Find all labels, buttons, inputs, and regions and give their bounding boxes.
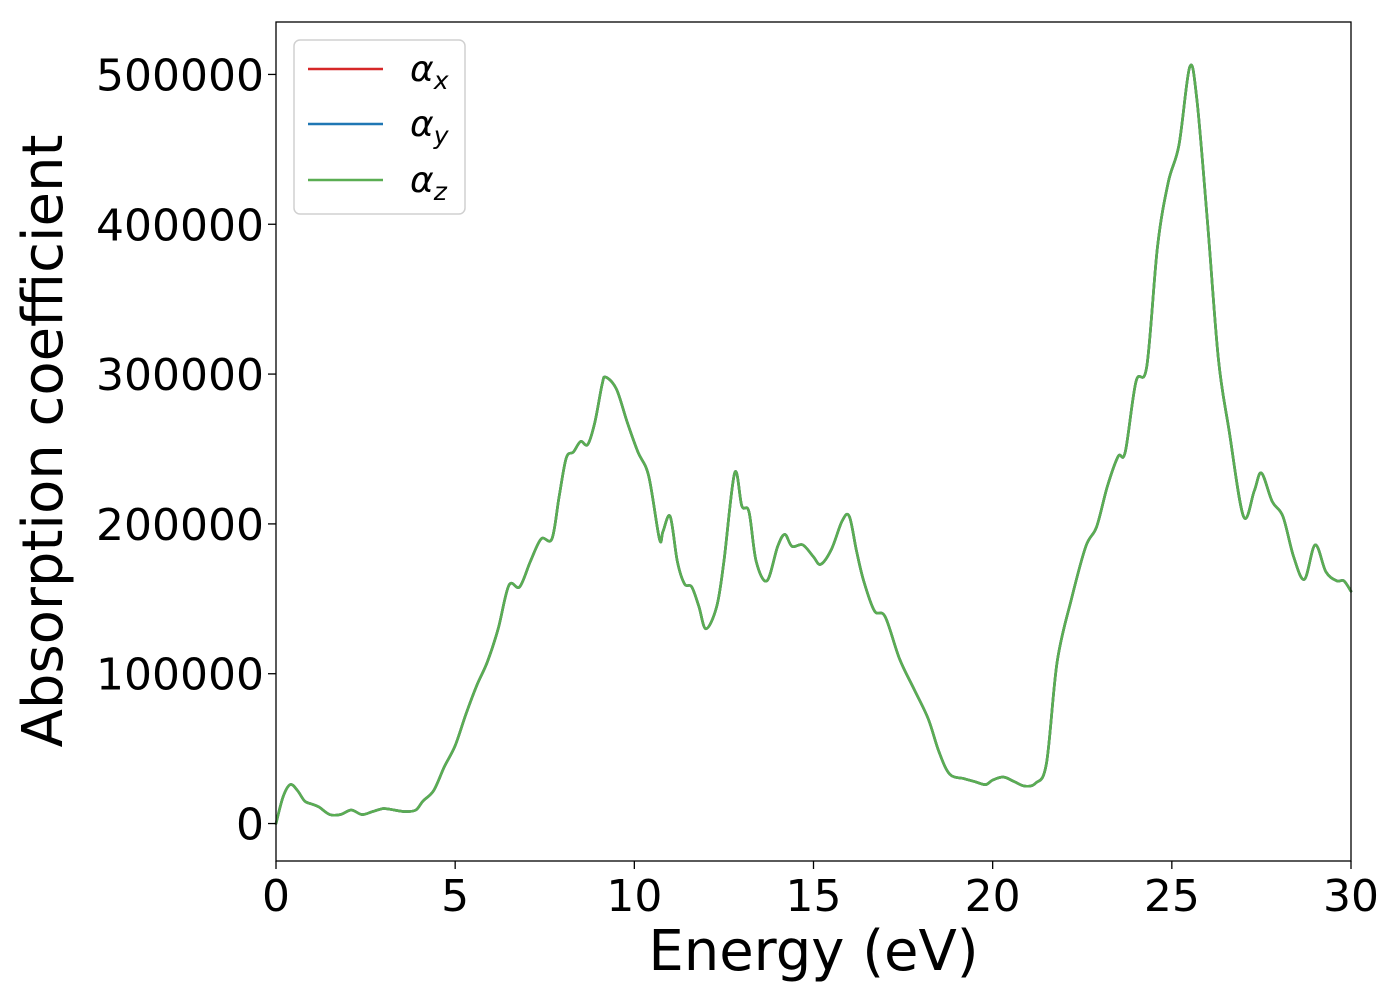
legend-label-z: αz — [410, 160, 448, 206]
x-axis-label: Energy (eV) — [648, 919, 978, 984]
x-tick-label: 25 — [1144, 871, 1200, 922]
y-tick-label: 200000 — [96, 500, 264, 551]
y-axis-label: Absorption coefficient — [11, 135, 76, 748]
series-lines — [274, 63, 1353, 825]
x-tick-label: 5 — [441, 871, 469, 922]
legend: αx αy αz — [293, 39, 466, 215]
x-tick-label: 15 — [786, 871, 842, 922]
y-tick-label: 100000 — [96, 650, 264, 701]
y-tick-label: 500000 — [96, 50, 264, 101]
y-tick-label: 300000 — [96, 350, 264, 401]
y-tick-label: 400000 — [96, 200, 264, 251]
y-tick-label: 0 — [236, 800, 264, 851]
x-tick-label: 0 — [262, 871, 290, 922]
legend-label-y: αy — [410, 104, 450, 150]
x-axis-ticks: 0 5 10 15 20 25 30 — [262, 861, 1379, 922]
series-line-z — [274, 63, 1353, 825]
x-tick-label: 30 — [1323, 871, 1379, 922]
legend-label-x: αx — [410, 49, 449, 95]
x-tick-label: 10 — [606, 871, 662, 922]
y-axis-ticks: 0 100000 200000 300000 400000 500000 — [96, 50, 276, 851]
legend-box — [293, 39, 466, 215]
x-tick-label: 20 — [965, 871, 1021, 922]
